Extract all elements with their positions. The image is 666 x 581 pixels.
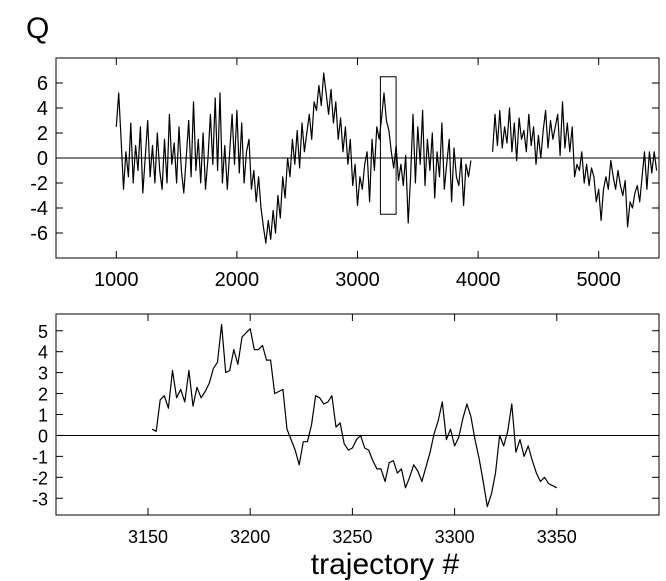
panel-label: Q [26, 12, 49, 45]
y-tick-label: -4 [30, 198, 48, 220]
y-tick-label: 3 [38, 364, 48, 384]
y-tick-label: 2 [37, 123, 48, 145]
y-tick-label: 4 [38, 343, 48, 363]
bottom-x-ticks: 3150 3200 3250 3300 3350 [128, 314, 577, 547]
x-tick-label: 3350 [537, 527, 577, 547]
y-tick-label: 5 [38, 322, 48, 342]
x-tick-label: 3300 [435, 527, 475, 547]
x-tick-label: 2000 [215, 269, 260, 291]
y-tick-label: 2 [38, 385, 48, 405]
x-axis-title: trajectory # [311, 548, 460, 581]
y-tick-label: -1 [32, 447, 48, 467]
y-tick-label: 0 [37, 148, 48, 170]
y-tick-label: 4 [37, 98, 48, 120]
x-tick-label: 3150 [128, 527, 168, 547]
y-tick-label: 0 [38, 426, 48, 446]
y-tick-label: -3 [32, 489, 48, 509]
bottom-series [151, 323, 558, 508]
bottom-plot-frame [55, 313, 660, 516]
zoom-highlight-box [379, 76, 397, 215]
series-line-2 [492, 101, 658, 228]
series-line-1 [151, 323, 558, 508]
top-x-ticks: 1000 2000 3000 4000 5000 [94, 58, 621, 291]
x-tick-label: 4000 [456, 269, 501, 291]
y-tick-label: -2 [30, 173, 48, 195]
y-tick-label: 6 [37, 73, 48, 95]
series-line-1 [115, 72, 472, 244]
x-tick-label: 1000 [94, 269, 139, 291]
y-tick-label: 1 [38, 406, 48, 426]
top-y-ticks: -6 -4 -2 0 2 4 6 [30, 73, 659, 245]
x-tick-label: 3200 [230, 527, 270, 547]
y-tick-label: -6 [30, 223, 48, 245]
x-tick-label: 5000 [576, 269, 621, 291]
x-tick-label: 3000 [335, 269, 380, 291]
top-series [115, 72, 658, 244]
y-tick-label: -2 [32, 468, 48, 488]
top-panel: 1000 2000 3000 4000 5000 -6 -4 -2 0 2 4 6 [30, 57, 660, 291]
x-tick-label: 3250 [332, 527, 372, 547]
